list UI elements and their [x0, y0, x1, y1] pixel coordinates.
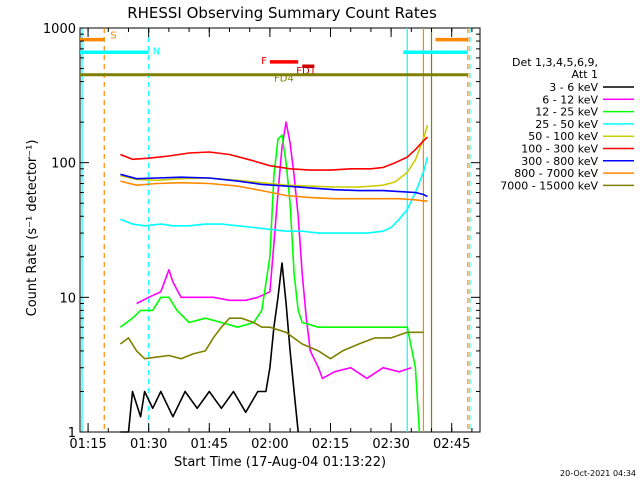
legend-header: Det 1,3,4,5,6,9, — [512, 56, 598, 69]
legend-entry-label: 50 - 100 keV — [528, 130, 598, 143]
flag-bar-label: N — [153, 46, 160, 57]
footer-timestamp: 20-Oct-2021 04:34 — [560, 469, 636, 478]
y-tick-label: 100 — [51, 157, 76, 172]
legend-entry-label: 25 - 50 keV — [535, 118, 598, 131]
y-tick-label: 1 — [68, 426, 76, 441]
legend-entry-label: 100 - 300 keV — [521, 143, 598, 156]
legend-entry-label: 6 - 12 keV — [542, 93, 598, 106]
chart-title: RHESSI Observing Summary Count Rates — [127, 4, 437, 22]
flag-bar-label: FD4 — [274, 74, 294, 85]
flag-bar-label: S — [110, 31, 116, 42]
series-line — [136, 121, 412, 380]
x-tick-label: 01:45 — [191, 437, 228, 452]
x-tick-label: 02:15 — [312, 437, 349, 452]
flag-bar-label: F — [261, 56, 267, 67]
series-line — [120, 136, 429, 171]
plot-frame — [79, 27, 481, 433]
x-tick-label: 02:30 — [372, 437, 409, 452]
x-tick-label: 01:15 — [69, 437, 106, 452]
series-line — [119, 317, 424, 360]
legend-header: Att 1 — [572, 68, 598, 81]
series-line — [120, 180, 428, 202]
x-axis-label: Start Time (17-Aug-04 01:13:22) — [174, 455, 386, 470]
legend-entry-label: 12 - 25 keV — [535, 106, 598, 119]
x-tick-label: 01:30 — [130, 437, 167, 452]
legend-entry-label: 300 - 800 keV — [521, 155, 598, 168]
y-tick-label: 10 — [59, 291, 76, 306]
axes: 1 10 100 1000 01:15 01:30 01:45 02:00 02:15 02:30… — [43, 22, 480, 452]
flag-bar-label: FD1 — [296, 66, 316, 77]
legend-entry-label: 800 - 7000 keV — [514, 167, 598, 180]
legend-entry-label: 7000 - 15000 keV — [500, 179, 598, 192]
y-axis-label: Count Rate (s⁻¹ detector⁻¹) — [25, 140, 40, 317]
series-line — [120, 124, 429, 188]
legend-entry-label: 3 - 6 keV — [549, 81, 598, 94]
series-line — [120, 262, 299, 433]
x-tick-label: 02:45 — [433, 437, 470, 452]
series-line — [120, 173, 428, 198]
y-tick-label: 1000 — [43, 22, 76, 37]
event-markers — [81, 28, 471, 432]
series-line — [119, 134, 421, 433]
series-line — [120, 156, 429, 234]
data-series — [119, 121, 429, 433]
x-tick-label: 02:00 — [251, 437, 288, 452]
plot-area — [79, 27, 481, 433]
